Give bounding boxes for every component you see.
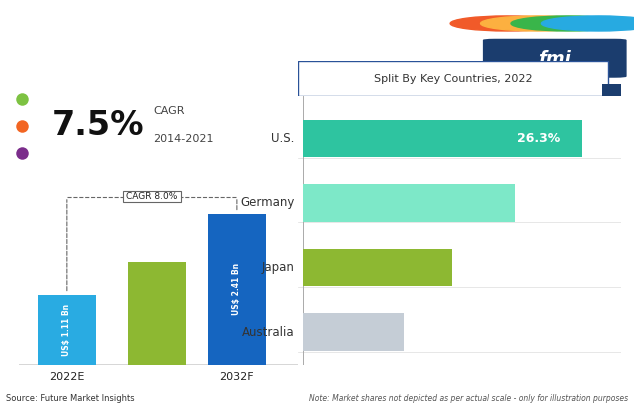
Bar	[303, 184, 515, 222]
Text: 2014-2021: 2014-2021	[153, 134, 214, 144]
Circle shape	[541, 16, 634, 31]
Circle shape	[481, 16, 595, 31]
Bar	[602, 84, 621, 96]
Bar	[37, 295, 96, 365]
Bar	[128, 262, 186, 365]
Text: Split By Key Countries, 2022: Split By Key Countries, 2022	[374, 74, 533, 83]
Text: CAGR 8.0%: CAGR 8.0%	[126, 192, 178, 202]
Bar	[303, 313, 404, 351]
Text: US$ 1.11 Bn: US$ 1.11 Bn	[62, 304, 72, 356]
Text: 2032F: 2032F	[219, 372, 254, 382]
Text: U.S.: U.S.	[271, 132, 295, 145]
FancyBboxPatch shape	[482, 38, 628, 79]
Bar	[208, 215, 266, 365]
Text: Note: Market shares not depicted as per actual scale - only for illustration pur: Note: Market shares not depicted as per …	[309, 393, 628, 403]
Text: 7.5%: 7.5%	[52, 109, 145, 142]
Circle shape	[511, 16, 625, 31]
Text: Global Excimer and Femtosecond Ophthalmic: Global Excimer and Femtosecond Ophthalmi…	[13, 22, 387, 37]
Text: Future Market Insights: Future Market Insights	[524, 76, 585, 81]
Bar	[303, 120, 582, 157]
Text: US$ 2.41 Bn: US$ 2.41 Bn	[233, 264, 242, 316]
Text: Japan: Japan	[262, 261, 295, 274]
Text: 2022E: 2022E	[49, 372, 84, 382]
Bar	[303, 249, 451, 286]
Circle shape	[450, 16, 564, 31]
Text: fmi: fmi	[538, 50, 571, 67]
Text: 26.3%: 26.3%	[517, 132, 560, 145]
Text: Australia: Australia	[242, 326, 295, 339]
Text: CAGR: CAGR	[153, 106, 185, 116]
Text: Germany: Germany	[240, 197, 295, 210]
Text: Lasers Market Analysis 2022-2032: Lasers Market Analysis 2022-2032	[13, 58, 296, 73]
FancyBboxPatch shape	[122, 191, 181, 202]
Text: Source: Future Market Insights: Source: Future Market Insights	[6, 393, 135, 403]
